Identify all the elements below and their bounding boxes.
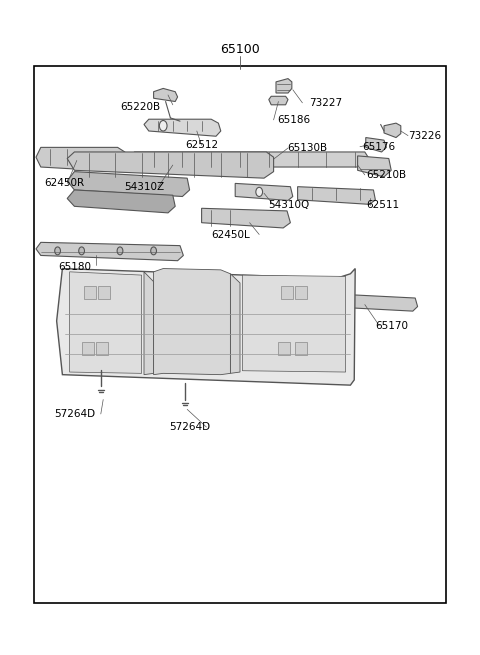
Bar [281, 286, 293, 299]
Polygon shape [230, 274, 240, 373]
Circle shape [159, 121, 167, 131]
Polygon shape [202, 208, 290, 228]
Text: 65220B: 65220B [120, 102, 161, 113]
Text: 62511: 62511 [366, 200, 399, 210]
Polygon shape [358, 156, 391, 177]
Polygon shape [67, 152, 274, 178]
Text: 65180: 65180 [58, 261, 91, 272]
Polygon shape [366, 138, 386, 152]
Polygon shape [384, 123, 401, 138]
Polygon shape [235, 183, 293, 200]
Bar [295, 342, 307, 355]
Bar [82, 342, 94, 355]
Polygon shape [36, 147, 127, 172]
Text: 65210B: 65210B [366, 170, 406, 180]
Circle shape [79, 247, 84, 255]
Polygon shape [154, 88, 178, 102]
Polygon shape [67, 172, 190, 196]
Bar [278, 342, 290, 355]
Text: 54310Q: 54310Q [268, 200, 309, 210]
Text: 65100: 65100 [220, 43, 260, 56]
Polygon shape [144, 272, 154, 375]
Polygon shape [269, 96, 288, 105]
Bar [84, 286, 96, 299]
Text: 57264D: 57264D [169, 422, 210, 432]
Bar [295, 286, 307, 299]
Bar [98, 286, 110, 299]
Text: 73227: 73227 [310, 98, 343, 108]
Polygon shape [350, 295, 418, 311]
Polygon shape [154, 269, 230, 375]
Bar [96, 342, 108, 355]
Text: 57264D: 57264D [54, 409, 95, 419]
Polygon shape [67, 190, 175, 213]
Circle shape [55, 247, 60, 255]
Circle shape [151, 247, 156, 255]
Polygon shape [276, 79, 292, 93]
Text: 62450R: 62450R [44, 178, 84, 189]
Polygon shape [298, 187, 375, 204]
Text: 65186: 65186 [277, 115, 311, 125]
Text: 62512: 62512 [185, 140, 218, 151]
Polygon shape [70, 272, 142, 373]
Text: 65176: 65176 [362, 141, 396, 152]
Polygon shape [36, 242, 183, 261]
Text: 54310Z: 54310Z [124, 181, 164, 192]
Polygon shape [242, 275, 346, 372]
Text: 73226: 73226 [408, 130, 441, 141]
Polygon shape [57, 269, 355, 385]
Circle shape [117, 247, 123, 255]
Polygon shape [144, 119, 221, 136]
Text: 65170: 65170 [375, 321, 408, 331]
Text: 62450L: 62450L [211, 230, 250, 240]
Text: 65130B: 65130B [287, 143, 327, 153]
Polygon shape [130, 152, 370, 167]
Circle shape [256, 187, 263, 196]
